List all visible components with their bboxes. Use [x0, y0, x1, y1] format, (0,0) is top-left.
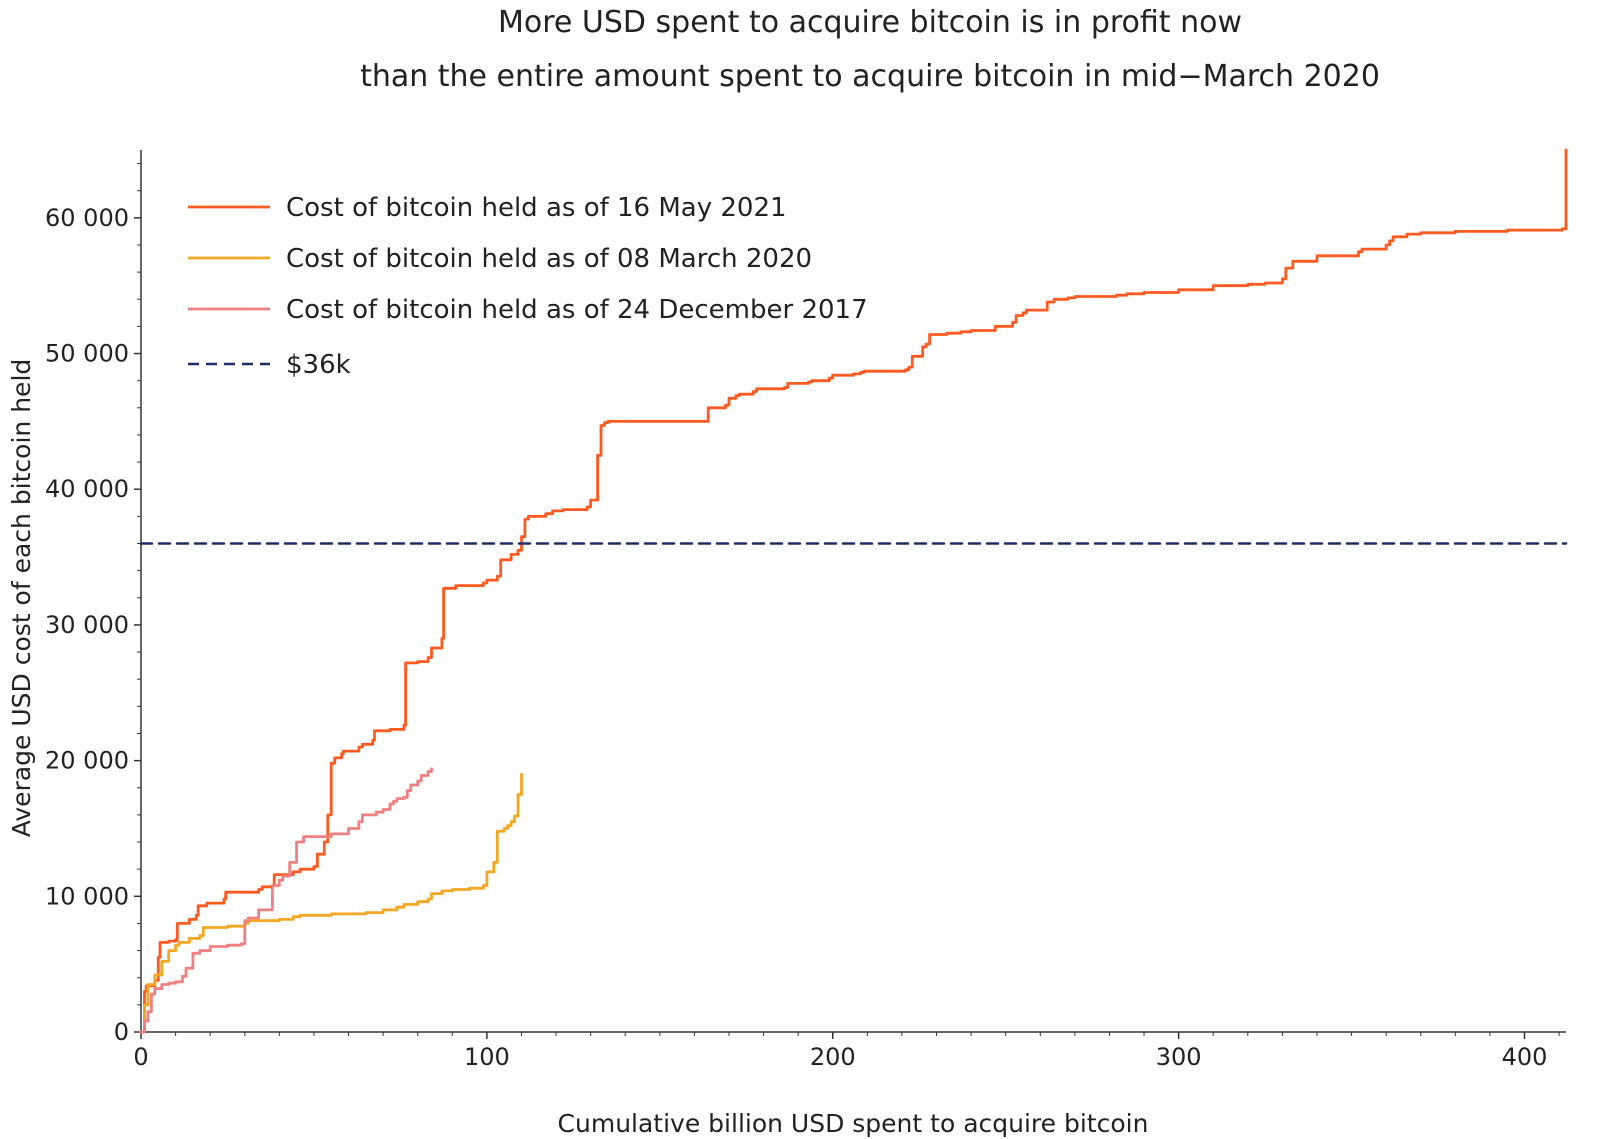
legend: Cost of bitcoin held as of 16 May 2021 Co… [188, 193, 868, 380]
y-tick-label: 10 000 [45, 882, 129, 910]
axes: 0 10 000 20 000 30 000 40 000 50 000 60 000 0 10… [45, 150, 1566, 1071]
series-line-1 [139, 148, 1568, 1034]
legend-label-2: Cost of bitcoin held as of 08 March 2020 [286, 244, 812, 274]
x-tick-label: 100 [464, 1043, 510, 1071]
y-tick-label: 0 [114, 1018, 129, 1046]
y-tick-label: 20 000 [45, 747, 129, 775]
legend-label-3: Cost of bitcoin held as of 24 December 2… [286, 295, 868, 325]
x-tick-label: 200 [810, 1043, 856, 1071]
series-line-3 [139, 767, 433, 1034]
x-tick-label: 0 [133, 1043, 148, 1071]
chart-title-line-1: More USD spent to acquire bitcoin is in … [498, 5, 1242, 40]
x-tick-label: 300 [1156, 1043, 1202, 1071]
x-axis-label: Cumulative billion USD spent to acquire … [558, 1109, 1149, 1138]
chart-title-line-2: than the entire amount spent to acquire … [360, 59, 1380, 94]
y-tick-label: 30 000 [45, 611, 129, 639]
y-tick-label: 50 000 [45, 340, 129, 368]
legend-label-1: Cost of bitcoin held as of 16 May 2021 [286, 193, 787, 223]
y-tick-label: 40 000 [45, 475, 129, 503]
y-axis-label: Average USD cost of each bitcoin held [7, 359, 36, 838]
y-tick-label: 60 000 [45, 204, 129, 232]
x-tick-label: 400 [1502, 1043, 1548, 1071]
series-line-2 [139, 772, 523, 1034]
series-layer [139, 148, 1568, 1034]
legend-label-4: $36k [286, 350, 351, 380]
